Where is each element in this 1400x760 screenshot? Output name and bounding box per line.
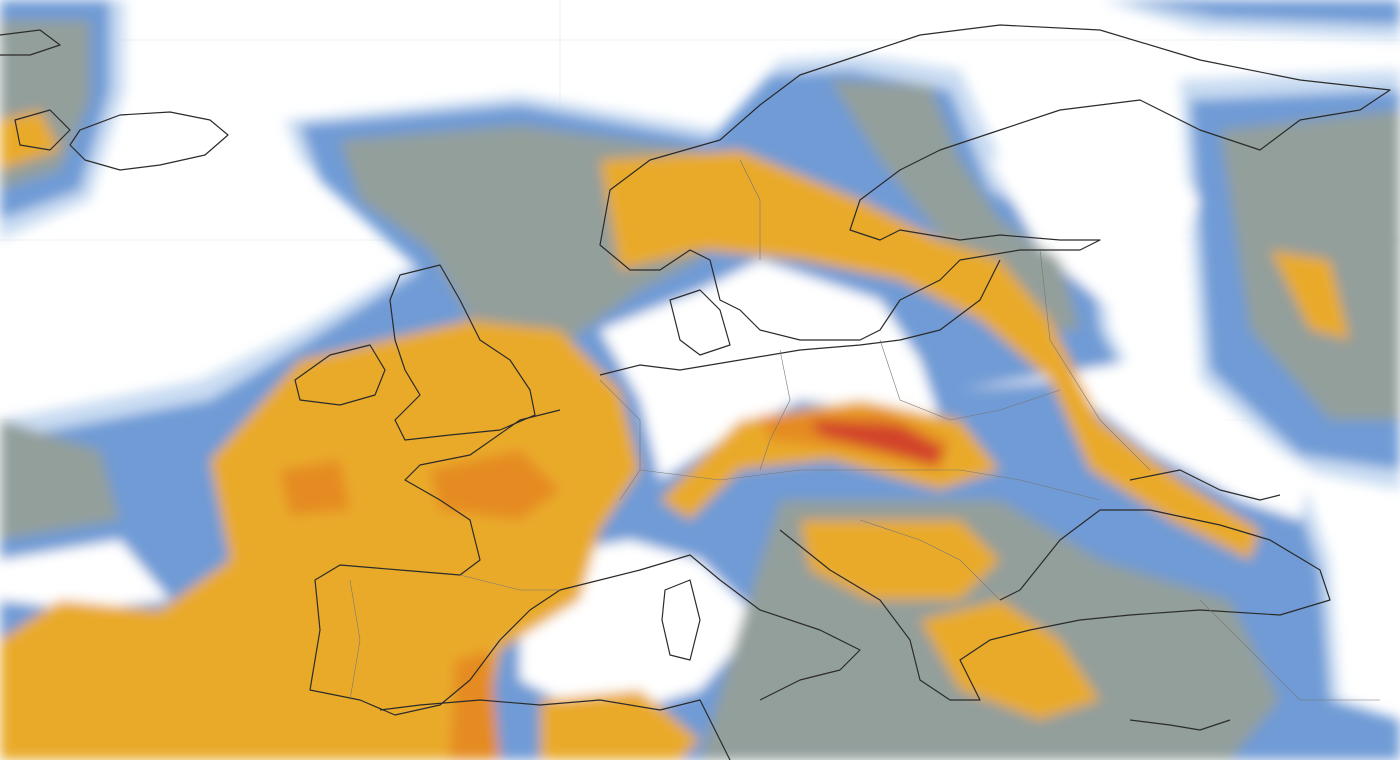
field-area <box>920 600 1100 720</box>
field-gap <box>0 110 1310 720</box>
coastline <box>661 579 701 661</box>
field-area <box>0 110 60 170</box>
field-area <box>450 650 500 760</box>
coastline <box>309 409 861 716</box>
coastline <box>779 509 1331 701</box>
coastline <box>389 264 536 441</box>
coastline <box>14 109 71 151</box>
coastline <box>1129 469 1281 501</box>
borders <box>349 159 1380 701</box>
border <box>349 579 361 701</box>
coastline <box>1129 719 1231 731</box>
field-area <box>1120 0 1400 25</box>
coastline <box>599 259 1001 376</box>
coastline <box>0 29 61 56</box>
field-area <box>540 690 700 760</box>
field-gap-area <box>990 110 1200 330</box>
border <box>639 469 1101 501</box>
border <box>879 339 1061 421</box>
field-area <box>830 80 1080 330</box>
border <box>759 349 791 471</box>
field-gap-area <box>600 260 940 480</box>
border <box>739 159 761 260</box>
field-area <box>800 520 1000 600</box>
coastline <box>294 344 386 406</box>
field-area <box>0 320 640 760</box>
coastline <box>69 111 229 171</box>
field-area <box>600 150 1260 560</box>
field-orange <box>0 110 1350 760</box>
coastline <box>599 24 1391 341</box>
border <box>599 379 641 501</box>
border <box>1039 249 1151 471</box>
border <box>459 574 560 591</box>
field-area <box>280 460 350 515</box>
coastline <box>379 699 731 760</box>
field-gap-area <box>0 540 170 610</box>
field-area <box>1270 250 1350 340</box>
field-area <box>430 450 560 520</box>
coastline <box>669 289 731 356</box>
field-gap-area <box>960 360 1310 520</box>
border <box>859 519 1001 601</box>
coastlines <box>0 24 1391 760</box>
field-peak <box>810 420 945 465</box>
field-area <box>0 420 120 540</box>
border <box>1199 599 1380 701</box>
